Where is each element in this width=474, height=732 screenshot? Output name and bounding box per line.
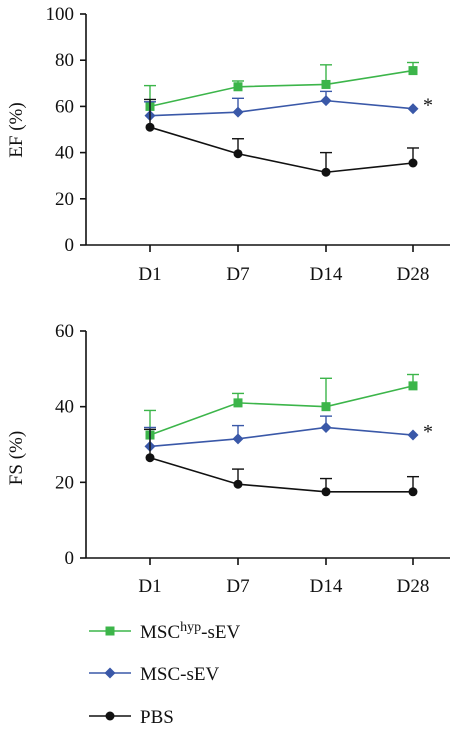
fs-chart-panel: FS (%) 0 20 40 60 D1 D7 D14 D28 *	[6, 321, 450, 597]
ef-series-circle-line	[149, 126, 414, 174]
ef-series-circle-point	[408, 158, 418, 168]
ef-series-circle-point	[321, 167, 331, 177]
ef-x-tick-label: D28	[397, 264, 430, 285]
fs-x-tick-label: D14	[310, 576, 343, 597]
fs-series-square-point	[408, 381, 418, 391]
ef-series-circle-point	[233, 149, 243, 159]
legend-marker-circle	[105, 711, 115, 721]
ef-series-diamond-point	[407, 103, 419, 115]
ef-y-tick-label: 60	[55, 96, 74, 117]
ef-x-tick-label: D7	[226, 264, 249, 285]
ef-series-diamond-line	[149, 99, 414, 117]
fs-series-diamond-point	[320, 421, 332, 433]
fs-series-square-line	[149, 385, 414, 436]
fs-series-circle-line	[149, 456, 413, 493]
ef-series-square-line	[149, 69, 414, 108]
ef-x-tick-label: D14	[310, 264, 343, 285]
ef-y-tick-label: 80	[55, 50, 74, 71]
fs-x-tick-label: D7	[226, 576, 249, 597]
fs-series-circle-point	[321, 487, 331, 497]
ef-x-tick-label: D1	[138, 264, 161, 285]
legend-marker-square	[105, 626, 115, 636]
ef-y-axis-title: EF (%)	[6, 102, 27, 157]
ef-y-tick-label: 40	[55, 143, 74, 164]
ef-significance-star: *	[423, 95, 433, 117]
fs-y-axis-title: FS (%)	[6, 431, 27, 485]
ef-series-diamond-point	[320, 95, 332, 107]
fs-series-circle-point	[408, 487, 418, 497]
fs-series-diamond-point	[407, 429, 419, 441]
ef-y-tick-label: 20	[55, 189, 74, 210]
fs-series-circle-point	[233, 479, 243, 489]
ef-series-diamond-point	[232, 106, 244, 118]
fs-series-circle-point	[145, 453, 155, 463]
fs-x-tick-label: D28	[397, 576, 430, 597]
ef-series-square-point	[321, 79, 331, 89]
ef-chart-panel: EF (%) 0 20 40 60 80 100 D1 D7 D14 D28 *	[6, 4, 450, 285]
fs-y-tick-label: 0	[65, 548, 75, 569]
ef-y-tick-label: 0	[65, 235, 75, 256]
fs-series-square-point	[233, 398, 243, 408]
legend: MSChyp-sEV MSC-sEV PBS	[89, 620, 240, 728]
legend-label-diamond: MSC-sEV	[140, 664, 219, 685]
fs-y-tick-label: 60	[55, 321, 74, 342]
legend-marker-diamond	[104, 667, 116, 679]
fs-y-tick-label: 40	[55, 397, 74, 418]
fs-y-tick-label: 20	[55, 472, 74, 493]
fs-series-diamond-point	[232, 433, 244, 445]
legend-label-circle: PBS	[140, 707, 174, 728]
fs-significance-star: *	[423, 421, 433, 443]
ef-series-circle-point	[145, 122, 155, 132]
ef-series-square-point	[408, 66, 418, 76]
fs-x-tick-label: D1	[138, 576, 161, 597]
ef-series-square-point	[233, 82, 243, 92]
fs-series-square-point	[321, 402, 331, 412]
legend-label-square: MSChyp-sEV	[140, 620, 240, 643]
fs-series-diamond-line	[149, 426, 414, 448]
ef-y-tick-label: 100	[46, 4, 75, 25]
